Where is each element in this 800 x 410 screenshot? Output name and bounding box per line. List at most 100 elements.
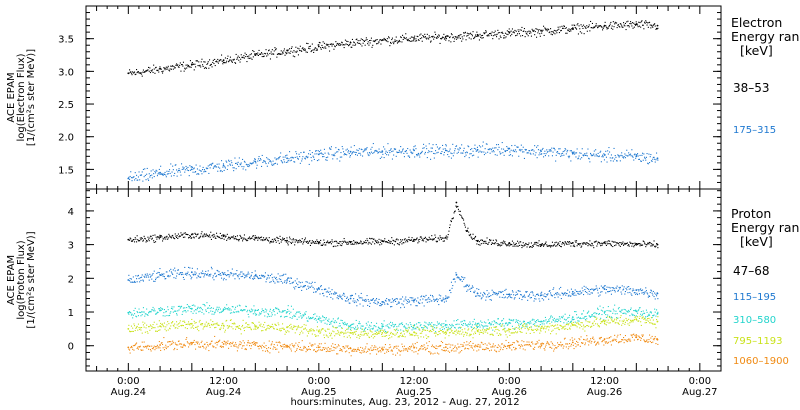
data-point [563,150,565,152]
data-point [259,277,261,279]
data-point [151,174,153,176]
data-point [143,71,145,73]
data-point [319,332,321,334]
data-point [202,166,204,168]
data-point [336,43,338,45]
data-point [537,242,539,244]
data-point [354,151,356,153]
data-point [365,240,367,242]
data-point [416,40,418,42]
data-point [419,153,421,155]
data-point [333,48,335,50]
data-point [317,317,320,320]
data-point [365,327,367,329]
data-point [139,328,141,330]
data-point [355,39,357,41]
data-point [224,62,226,64]
data-point [630,307,632,309]
data-point [500,242,502,244]
data-point [256,313,258,315]
data-point [439,42,441,44]
data-point [222,163,224,165]
data-point [452,325,454,327]
data-point [290,326,292,328]
data-point [504,151,506,153]
data-point [399,41,401,43]
data-point [520,294,522,296]
data-point [388,299,390,301]
data-point [611,25,613,27]
data-point [206,63,208,65]
data-point [333,245,335,247]
data-point [437,237,439,239]
data-point [388,334,390,336]
data-point [247,313,249,315]
data-point [387,41,389,43]
data-point [374,150,376,152]
data-point [249,309,251,311]
data-point [535,152,537,154]
data-point [447,234,449,236]
data-point [195,272,197,274]
data-point [167,237,169,239]
data-point [656,157,659,160]
data-point [638,307,640,309]
data-point [376,39,378,41]
data-point [330,334,332,336]
data-point [280,50,282,52]
data-point [441,237,443,239]
data-point [485,325,487,327]
data-point [250,238,252,240]
data-point [418,302,420,304]
data-point [565,153,567,155]
data-point [405,37,407,39]
data-point [482,34,484,36]
data-point [527,295,529,297]
data-point [619,155,621,157]
data-point [318,44,320,46]
data-point [603,242,606,244]
data-point [444,35,447,38]
data-point [438,331,440,333]
data-point [364,44,366,46]
data-point [528,295,530,297]
data-point [445,300,447,302]
data-point [212,324,214,326]
data-point [325,330,327,332]
data-point [628,311,630,313]
data-point [379,157,381,159]
data-point [261,154,263,156]
data-point [412,36,414,38]
data-point [325,288,327,290]
data-point [155,66,157,68]
data-point [493,292,495,294]
data-point [283,161,285,163]
data-point [413,37,415,39]
data-point [602,286,604,288]
data-point [550,294,552,296]
data-point [303,48,305,50]
data-point [415,305,417,307]
data-point [272,326,274,328]
data-point [301,158,303,160]
data-point [229,238,231,240]
data-point [580,152,582,154]
data-point [475,235,477,237]
data-point [470,333,472,335]
data-point [320,321,322,323]
data-point [652,26,654,28]
data-point [508,147,511,150]
data-point [287,308,289,310]
data-point [190,66,192,68]
data-point [306,240,308,242]
data-point [327,43,329,45]
data-point [399,298,401,300]
data-point [132,176,134,178]
data-point [282,282,284,284]
data-point [409,297,411,299]
data-point [345,43,347,45]
data-point [304,328,306,330]
data-point [395,298,397,300]
data-point [176,63,178,65]
